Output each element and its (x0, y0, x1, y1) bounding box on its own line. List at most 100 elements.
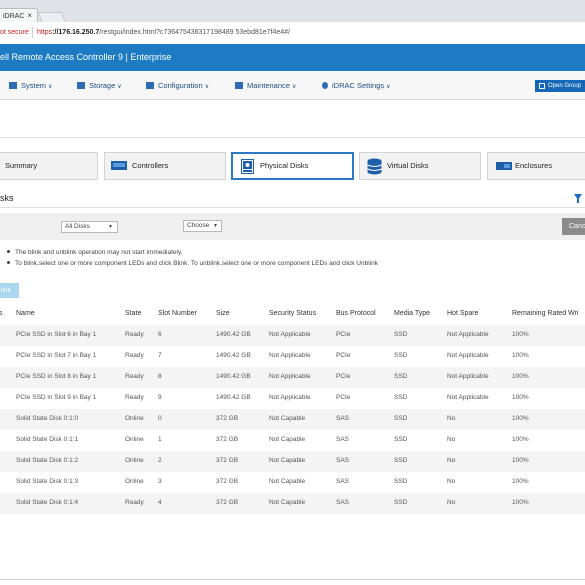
nav-idrac-settings[interactable]: iDRAC Settings ∨ (322, 81, 391, 90)
chevron-down-icon: ▼ (108, 224, 113, 230)
cell-slot: 7 (158, 352, 162, 359)
cell-security: Not Applicable (269, 352, 311, 359)
column-header-slot[interactable]: Slot Number (158, 310, 197, 317)
column-header-size[interactable]: Size (216, 310, 230, 317)
cell-bus: SAS (336, 415, 350, 422)
cell-security: Not Capable (269, 457, 306, 464)
cell-security: Not Capable (269, 415, 306, 422)
cell-slot: 0 (158, 415, 162, 422)
nav-system[interactable]: System ∨ (9, 81, 52, 90)
cell-security: Not Applicable (269, 394, 311, 401)
cell-hot-spare: No (447, 415, 456, 422)
tab-controllers[interactable]: Controllers (104, 152, 226, 180)
url-text[interactable]: https://176.16.250.7/restgui/index.html?… (37, 29, 290, 36)
open-group-manager-button[interactable]: Open Group (535, 80, 585, 92)
column-header-name[interactable]: Name (16, 310, 35, 317)
chevron-down-icon: ∨ (117, 84, 122, 90)
cell-size: 1490.42 GB (216, 352, 251, 359)
tab-virtual-disks[interactable]: Virtual Disks (359, 152, 481, 180)
cell-state: Ready (125, 373, 144, 380)
cell-size: 372 GB (216, 436, 239, 443)
cell-hot-spare: No (447, 457, 456, 464)
tab-summary[interactable]: Summary (0, 152, 98, 180)
action-select[interactable]: Choose ▼ (183, 220, 222, 232)
table-row[interactable]: PCIe SSD in Slot 8 in Bay 1 Ready 8 1490… (0, 367, 585, 388)
column-header-remaining-writes[interactable]: Remaining Rated Wri (512, 310, 579, 317)
cell-bus: SAS (336, 457, 350, 464)
cell-state: Ready (125, 352, 144, 359)
column-header-security[interactable]: Security Status (269, 310, 317, 317)
cell-hot-spare: Not Applicable (447, 373, 489, 380)
table-row[interactable]: Solid State Disk 0:1:0 Online 0 372 GB N… (0, 409, 585, 430)
cell-bus: PCIe (336, 352, 351, 359)
chevron-down-icon: ∨ (204, 84, 210, 90)
controller-icon (111, 161, 127, 170)
brand-bar: ell Remote Access Controller 9 | Enterpr… (0, 44, 585, 71)
tab-enclosures[interactable]: Enclosures (487, 152, 585, 180)
group-icon (539, 83, 545, 89)
divider (32, 27, 33, 38)
nav-storage[interactable]: Storage ∨ (77, 81, 122, 90)
cell-remaining-writes: 100% (512, 331, 529, 338)
nav-configuration[interactable]: Configuration ∨ (146, 81, 209, 90)
nav-label: iDRAC Settings (332, 81, 385, 90)
cell-state: Ready (125, 394, 144, 401)
cell-remaining-writes: 100% (512, 352, 529, 359)
enclosure-icon (496, 162, 512, 170)
cell-remaining-writes: 100% (512, 457, 529, 464)
table-row[interactable]: Solid State Disk 0:1:1 Online 1 372 GB N… (0, 430, 585, 451)
close-icon[interactable]: × (27, 11, 33, 20)
cell-remaining-writes: 100% (512, 436, 529, 443)
cell-media: SSD (394, 331, 408, 338)
cell-media: SSD (394, 436, 408, 443)
divider (0, 207, 585, 208)
cell-name: Solid State Disk 0:1:4 (16, 499, 79, 506)
cell-bus: SAS (336, 478, 350, 485)
tab-physical-disks[interactable]: Physical Disks (231, 152, 354, 180)
column-header-hot-spare[interactable]: Hot Spare (447, 310, 479, 317)
browser-tab[interactable]: iDRAC × (0, 8, 38, 22)
cell-bus: PCIe (336, 394, 351, 401)
cell-remaining-writes: 100% (512, 478, 529, 485)
table-row[interactable]: Solid State Disk 0:1:3 Online 3 372 GB N… (0, 472, 585, 493)
security-indicator[interactable]: ot secure (0, 29, 29, 36)
table-row[interactable]: PCIe SSD in Slot 6 in Bay 1 Ready 6 1490… (0, 325, 585, 346)
chevron-down-icon: ▼ (213, 223, 218, 229)
blink-button[interactable]: link (0, 283, 19, 298)
browser-tab-label: iDRAC (3, 13, 25, 20)
select-value: Choose (187, 222, 210, 229)
browser-tab-strip (0, 0, 585, 22)
column-header-state[interactable]: State (125, 310, 142, 317)
cell-state: Ready (125, 499, 144, 506)
cell-bus: PCIe (336, 373, 351, 380)
column-header-media[interactable]: Media Type (394, 310, 431, 317)
column-header-bus[interactable]: Bus Protocol (336, 310, 376, 317)
cell-security: Not Capable (269, 436, 306, 443)
cell-state: Online (125, 436, 144, 443)
maintenance-icon (235, 82, 243, 89)
cancel-button[interactable]: Canc (562, 218, 585, 235)
cell-size: 372 GB (216, 457, 239, 464)
cell-media: SSD (394, 352, 408, 359)
cell-bus: PCIe (336, 331, 351, 338)
address-bar[interactable]: ot secure https://176.16.250.7/restgui/i… (0, 22, 585, 45)
cell-media: SSD (394, 478, 408, 485)
cell-slot: 4 (158, 499, 162, 506)
column-header[interactable]: s (0, 310, 3, 317)
cell-hot-spare: No (447, 436, 456, 443)
cell-media: SSD (394, 499, 408, 506)
nav-label: Storage (89, 81, 116, 90)
table-row[interactable]: Solid State Disk 0:1:4 Ready 4 372 GB No… (0, 493, 585, 514)
table-row[interactable]: Solid State Disk 0:1:2 Online 2 372 GB N… (0, 451, 585, 472)
cell-hot-spare: Not Applicable (447, 394, 489, 401)
cell-slot: 1 (158, 436, 162, 443)
physical-disk-icon (241, 159, 254, 174)
section-title: isks (0, 193, 14, 203)
cell-size: 1490.42 GB (216, 394, 251, 401)
filter-icon[interactable] (574, 194, 582, 203)
disk-filter-select[interactable]: All Disks ▼ (61, 221, 118, 233)
table-row[interactable]: PCIe SSD in Slot 7 in Bay 1 Ready 7 1490… (0, 346, 585, 367)
nav-maintenance[interactable]: Maintenance ∨ (235, 81, 296, 90)
table-row[interactable]: PCIe SSD in Slot 9 in Bay 1 Ready 9 1490… (0, 388, 585, 409)
settings-icon (322, 82, 328, 89)
